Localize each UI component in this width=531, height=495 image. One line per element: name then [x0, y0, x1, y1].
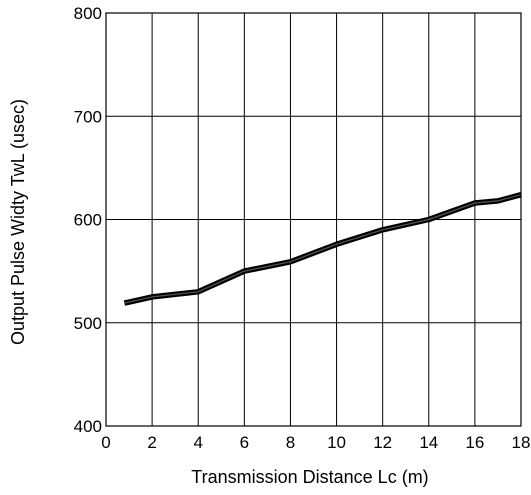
plot-frame: [105, 12, 522, 427]
x-tick-label: 12: [373, 433, 392, 452]
x-tick-label: 10: [327, 433, 346, 452]
x-tick-labels: 0 2 4 6 8 10 12 14 16 18: [101, 433, 530, 452]
x-tick-label: 14: [419, 433, 438, 452]
x-tick-label: 0: [101, 433, 110, 452]
x-tick-label: 2: [147, 433, 156, 452]
chart-grid: [106, 13, 521, 426]
y-tick-label: 800: [74, 4, 102, 23]
x-tick-label: 6: [240, 433, 249, 452]
x-tick-label: 16: [465, 433, 484, 452]
y-tick-label: 400: [74, 417, 102, 436]
y-tick-label: 600: [74, 211, 102, 230]
y-tick-labels: 400 500 600 700 800: [74, 4, 102, 436]
x-tick-label: 8: [286, 433, 295, 452]
x-tick-label: 4: [193, 433, 202, 452]
y-tick-label: 700: [74, 107, 102, 126]
chart-series: [123, 192, 522, 306]
y-tick-label: 500: [74, 314, 102, 333]
series-line: [123, 192, 522, 306]
y-axis-label: Output Pulse Widty TwL (usec): [8, 99, 28, 345]
series-line-highlight: [124, 194, 522, 304]
x-axis-label: Transmission Distance Lc (m): [191, 467, 428, 487]
x-tick-label: 18: [512, 433, 531, 452]
